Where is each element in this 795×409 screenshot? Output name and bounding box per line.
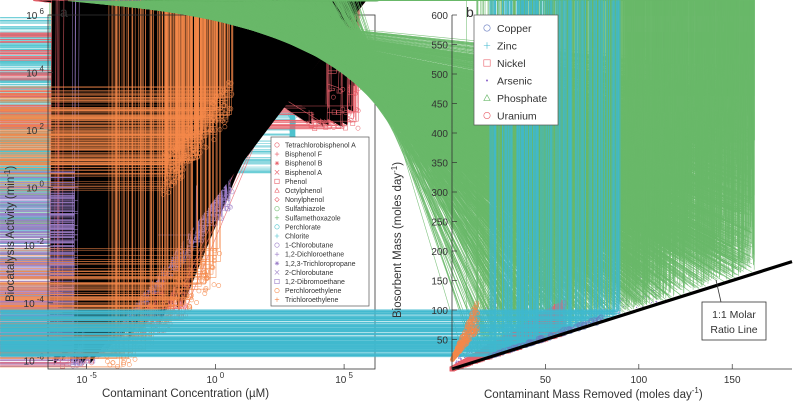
panel-a-legend-label: Bisphenol A [285,170,322,177]
panel-a-x-tick-label: 10 -5 [76,371,97,386]
panel-a-point [211,282,217,288]
panel-a-point [126,358,131,363]
panel-b-point-arsenic [456,360,458,362]
panel-b-point-arsenic [459,357,461,359]
panel-a-point [126,362,132,368]
panel-a-legend-marker [274,161,280,166]
panel-a-point [216,283,222,288]
panel-a-legend-label: Nonylphenol [285,197,324,204]
panel-a-legend-label: 1,2,3-Trichloropropane [285,261,356,268]
panel-a-legend-label: Trichloroethylene [285,297,339,304]
panel-b-point-arsenic [656,301,658,303]
panel-a-legend-label: Octylphenol [285,188,322,195]
panel-a-legend-label: Perchlorate [285,224,321,231]
panel-a-legend-label: 1,2-Dichloroethane [285,252,344,259]
panel-a-x-tick-label: 10 0 [206,371,224,386]
panel-a-legend-label: 2-Chlorobutane [285,270,333,277]
panel-a-legend-marker [274,261,280,266]
panel-a-point [132,356,138,362]
panel-a-legend-label: Sulfathiazole [285,206,325,213]
panel-a-letter: a [60,4,68,20]
panel-a-y-label: Biocatalysis Activity (min-1) [3,166,17,302]
panel-b-point-arsenic [458,357,460,359]
panel-a-legend-label: Phenol [285,179,307,186]
panel-a-point [355,125,361,131]
panel-a-legend: Tetrachlorobisphenol A Bisphenol F Bisphen… [270,136,370,307]
panel-a-point [110,360,116,366]
panel-a-legend-label: Perchloroethylene [285,288,342,295]
panel-a-legend-label: Bisphenol B [285,161,323,168]
panel-a-y-tick-label: 10 6 [26,7,44,22]
panel-a-legend-label: Sulfamethoxazole [285,215,341,222]
panel-a-x-label: Contaminant Concentration (µM) [102,388,269,400]
panel-a-point [105,358,110,364]
panel-b-point-arsenic [636,306,638,308]
panel-a-legend-label: 1-Chlorobutane [285,243,333,250]
panel-a-x-tick-label: 10 5 [335,371,353,386]
panel-a-legend-label: Chlorite [285,234,309,241]
panel-a-legend-label: Bisphenol F [285,152,322,159]
panel-b-point-arsenic [651,302,653,304]
panel-a-legend-label: 1,2-Dibromoethane [285,279,345,286]
panel-b-point-arsenic [460,358,462,360]
panel-a-point [107,362,113,368]
panel-a-point [194,300,199,305]
panel-a-legend-label: Tetrachlorobisphenol A [285,143,356,150]
